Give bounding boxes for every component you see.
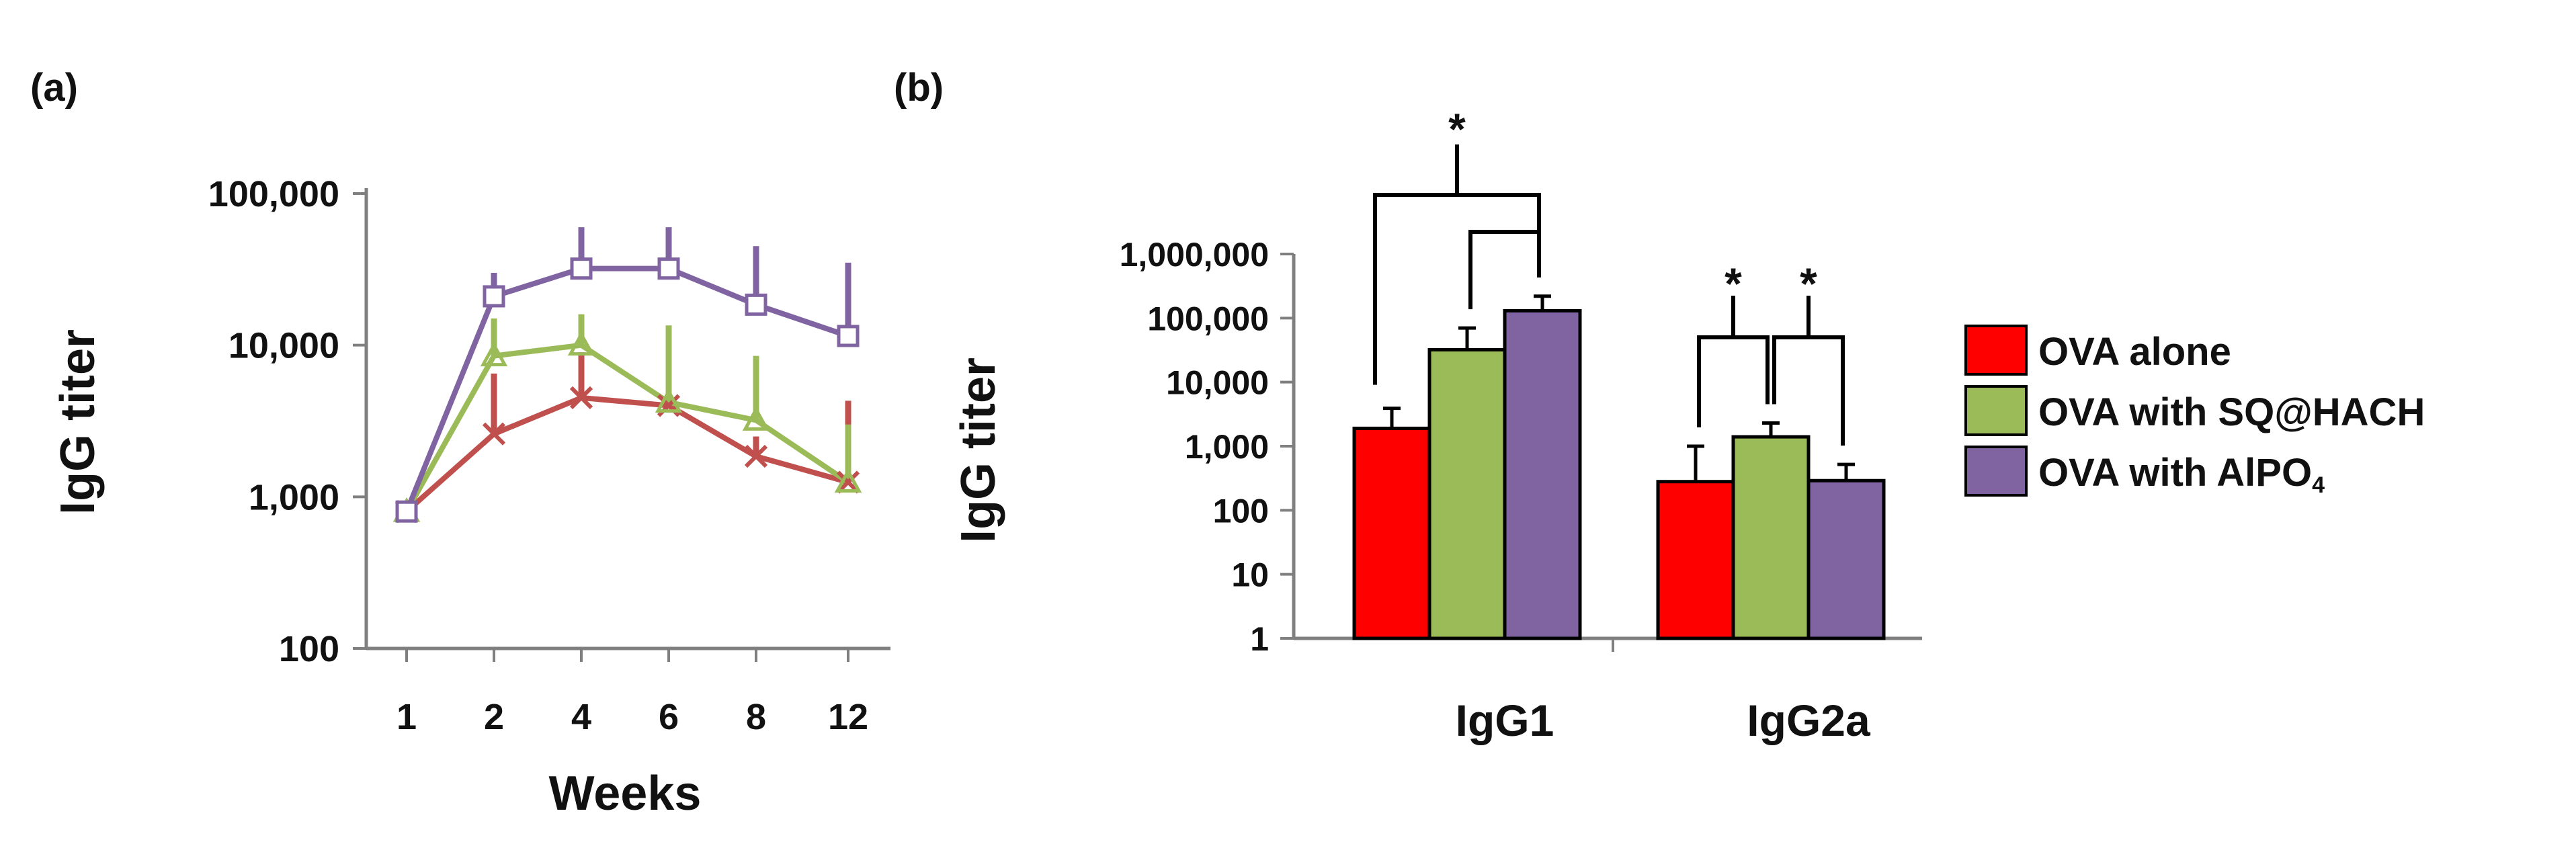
panel-a-point-ova-alone [482, 422, 506, 446]
panel-b-y-tick-label: 10,000 [1166, 364, 1269, 402]
panel-a-y-axis-title: IgG titer [51, 329, 105, 515]
legend-label-ova-with-sq-hach: OVA with SQ@HACH [2038, 390, 2425, 434]
panel-a-point-ova-with-sq-hach [567, 331, 595, 356]
panel-a-series-line-ova-alone [405, 394, 849, 514]
panel-b-bar-ova-with-sq-hach [1731, 435, 1811, 640]
legend-swatch-ova-with-sq-hach [1964, 385, 2028, 436]
legend-label-text: OVA alone [2038, 330, 2231, 374]
panel-a-x-tick-label: 8 [746, 697, 766, 737]
significance-star: * [1800, 259, 1817, 308]
significance-star: * [1448, 104, 1466, 154]
legend-label-ova-with-alpo: OVA with AlPO4 [2038, 451, 2325, 498]
panel-b-y-axis-title: IgG titer [952, 357, 1005, 543]
panel-a-x-tick-label: 6 [659, 697, 679, 737]
panel-a-point-ova-alone [744, 444, 768, 468]
significance-bracket [1697, 335, 1770, 427]
panel-b-bar-chart: (b) IgG titer 1 10 100 1,000 10,000 100,000 1,… [894, 66, 2425, 745]
panel-b-category-label: IgG2a [1747, 696, 1871, 745]
panel-a-y-tick-label: 100,000 [208, 174, 339, 214]
significance-bracket [1468, 230, 1541, 310]
panel-b-y-tick-label: 100 [1213, 492, 1269, 530]
panel-a-x-axis-title: Weeks [549, 767, 702, 820]
panel-a-point-ova-with-alpo4 [483, 285, 505, 308]
panel-a-label: (a) [30, 66, 78, 110]
panel-b-bar-ova-alone [1656, 480, 1735, 640]
panel-b-y-tick-label: 10 [1231, 556, 1269, 594]
significance-bracket [1772, 335, 1845, 446]
panel-a-y-tick-label: 10,000 [228, 326, 339, 366]
panel-b-category-label: IgG1 [1456, 696, 1554, 745]
panel-b-bar-ova-with-sq-hach [1427, 348, 1507, 640]
panel-b-bar-ova-alone [1352, 426, 1431, 640]
panel-a-y-tick-label: 1,000 [249, 477, 339, 517]
panel-a-x-tick-label: 2 [484, 697, 504, 737]
panel-a-point-ova-with-alpo4 [837, 325, 860, 347]
panel-a-y-tick-label: 100 [279, 629, 339, 669]
panel-a-point-ova-with-alpo4 [657, 257, 680, 280]
panel-b-y-tick-label: 100,000 [1147, 300, 1269, 337]
legend-swatch-ova-alone [1964, 325, 2028, 376]
panel-a-line-chart: (a) IgG titer Weeks 100 1,000 10,000 100,00… [30, 66, 890, 820]
panel-a-point-ova-with-sq-hach [742, 406, 770, 431]
legend-swatch-ova-with-alpo [1964, 446, 2028, 497]
panel-a-series-line-ova-with-alpo4 [404, 265, 849, 513]
legend-label-text: OVA with SQ@HACH [2038, 390, 2425, 434]
legend-label-subscript: 4 [2312, 472, 2325, 498]
panel-b-y-tick-label: 1 [1250, 620, 1269, 658]
panel-a-point-ova-with-sq-hach [834, 468, 862, 493]
legend: OVA alone OVA with SQ@HACH OVA with AlPO4 [1964, 325, 2425, 498]
panel-b-bar-ova-with-alpo4 [1503, 308, 1582, 640]
panel-a-x-tick-label: 1 [397, 697, 417, 737]
panel-b-label: (b) [894, 66, 944, 110]
panel-b-y-tick-label: 1,000,000 [1120, 236, 1269, 273]
panel-a-point-ova-alone [836, 470, 860, 494]
legend-label-ova-alone: OVA alone [2038, 330, 2231, 374]
panel-a-point-ova-with-alpo4 [745, 293, 767, 316]
panel-a-x-tick-label: 12 [828, 697, 868, 737]
panel-a-point-ova-with-sq-hach [480, 341, 508, 367]
panel-b-y-tick-label: 1,000 [1185, 428, 1269, 466]
significance-star: * [1725, 259, 1742, 308]
panel-a-x-tick-label: 4 [571, 697, 591, 737]
panel-a-point-ova-with-alpo4 [570, 257, 593, 280]
panel-a-point-ova-with-sq-hach [655, 388, 683, 413]
panel-a-point-ova-with-alpo4 [395, 500, 418, 523]
legend-label-text: OVA with AlPO [2038, 451, 2312, 495]
panel-a-series-line-ova-with-sq-hach [404, 342, 850, 513]
panel-b-bar-ova-with-alpo4 [1806, 478, 1886, 640]
panel-a-point-ova-alone [569, 386, 593, 410]
